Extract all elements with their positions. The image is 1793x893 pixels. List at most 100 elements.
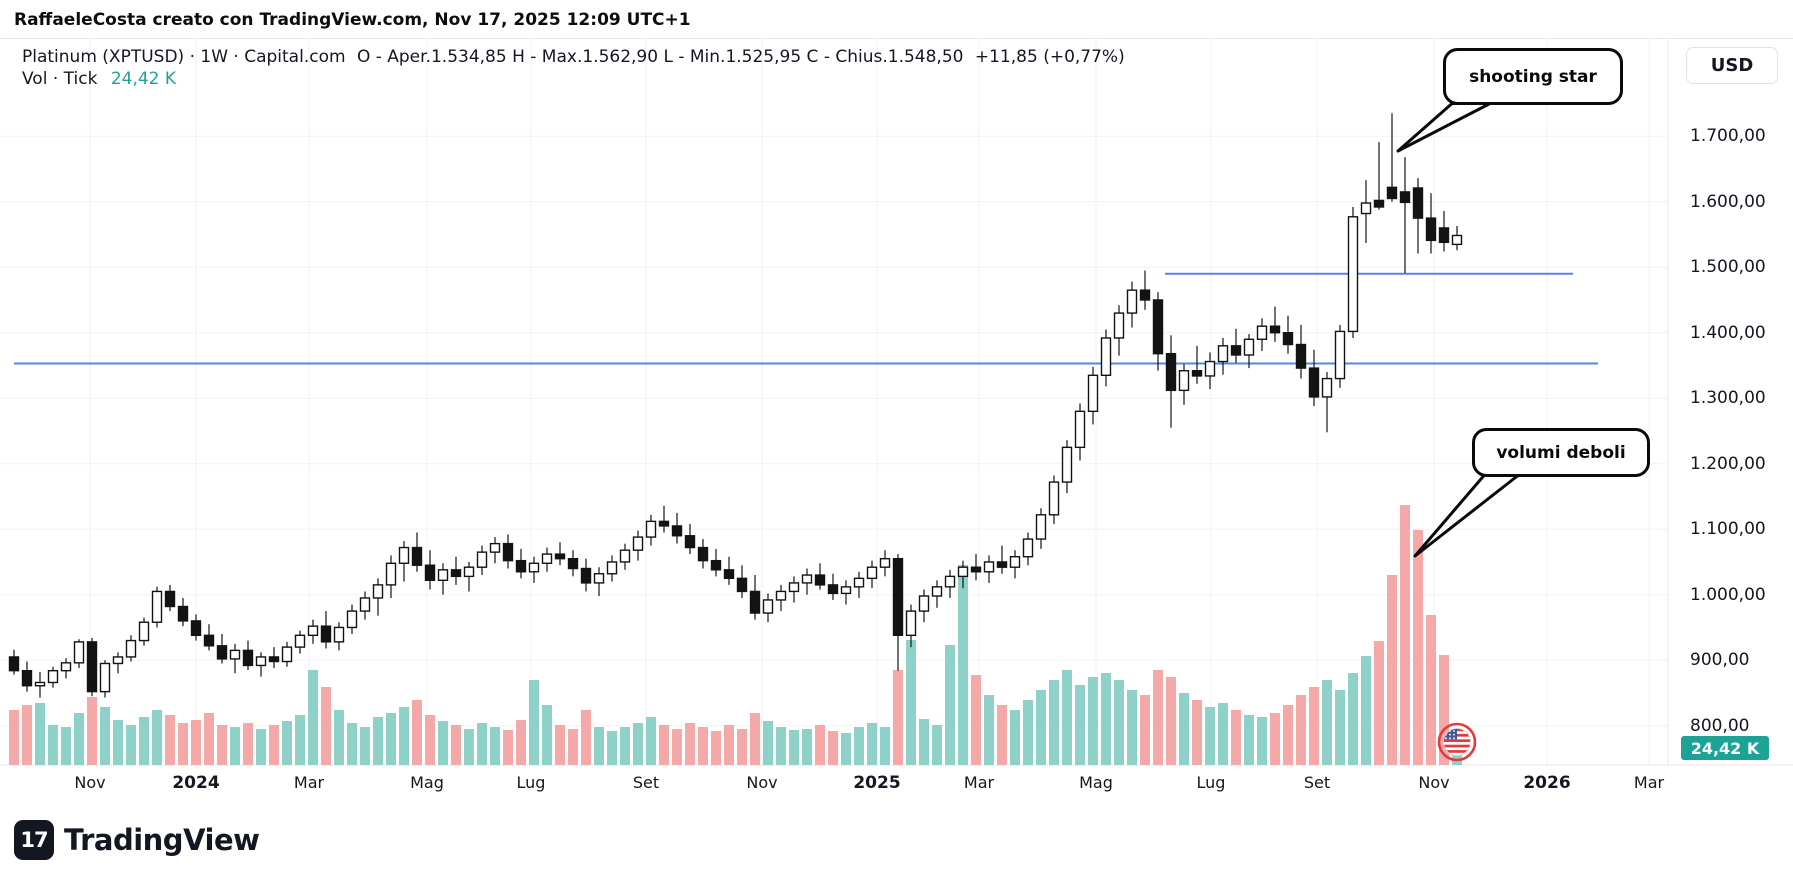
time-axis-label: Set	[632, 773, 660, 792]
currency-toggle-button[interactable]: USD	[1686, 47, 1778, 84]
annotation-shooting-star[interactable]: shooting star	[1469, 66, 1597, 87]
candle-up	[528, 562, 540, 573]
time-axis-label: Mar	[1633, 773, 1665, 792]
candle-down	[190, 620, 202, 637]
price-axis-label: 1.500,00	[1690, 257, 1766, 278]
candle-up	[1035, 514, 1047, 540]
volume-bar	[425, 715, 435, 765]
candle-up	[60, 662, 72, 672]
volume-bar	[1036, 690, 1046, 765]
candle-up	[307, 625, 319, 637]
volume-bar	[490, 727, 500, 765]
volume-bar	[1231, 710, 1241, 765]
volume-bar	[503, 730, 513, 765]
candle-down	[1373, 199, 1385, 208]
price-axis-label: 1.600,00	[1690, 191, 1766, 212]
volume-bar	[529, 680, 539, 765]
candle-down	[996, 561, 1008, 568]
chart-canvas[interactable]	[0, 38, 1793, 798]
volume-bar	[1179, 693, 1189, 765]
candle-down	[827, 584, 839, 595]
volume-label: Vol · Tick	[22, 69, 98, 89]
volume-bar	[87, 697, 97, 765]
candle-down	[1269, 325, 1281, 334]
time-axis-label: 2026	[1523, 773, 1571, 793]
candle-up	[606, 561, 618, 575]
candle-up	[762, 599, 774, 614]
volume-bar	[100, 707, 110, 765]
volume-bar	[1127, 690, 1137, 765]
candle-down	[1191, 370, 1203, 377]
candle-up	[944, 575, 956, 588]
candle-down	[723, 569, 735, 580]
volume-bar	[971, 675, 981, 765]
time-axis-label: 2025	[853, 773, 901, 793]
tradingview-logo-icon: 17	[14, 820, 54, 860]
volume-bar	[711, 731, 721, 765]
candle-up	[359, 597, 371, 612]
time-axis-label: Mag	[410, 773, 444, 792]
candle-up	[255, 656, 267, 667]
volume-bar	[672, 729, 682, 765]
annotation-shooting-star-box[interactable]	[1443, 48, 1623, 105]
symbol-title: Platinum (XPTUSD) · 1W · Capital.com	[22, 47, 346, 67]
candle-up	[463, 566, 475, 578]
volume-bar	[1192, 700, 1202, 765]
candle-down	[515, 559, 527, 573]
candle-up	[398, 546, 410, 564]
volume-bar	[685, 723, 695, 765]
volume-value: 24,42 K	[110, 69, 177, 89]
candle-up	[905, 610, 917, 637]
tradingview-brand-text: TradingView	[64, 823, 260, 857]
volume-bar	[1075, 685, 1085, 765]
volume-bar	[464, 729, 474, 765]
price-axis-label: 900,00	[1690, 650, 1750, 671]
volume-bar	[1244, 715, 1254, 765]
volume-bar	[334, 710, 344, 765]
tradingview-footer-logo[interactable]: 17 TradingView	[14, 820, 260, 860]
candle-up	[1256, 325, 1268, 340]
candle-down	[1438, 227, 1450, 244]
candle-down	[268, 656, 280, 663]
volume-bar	[1413, 530, 1423, 765]
annotation-volumi-deboli-box[interactable]	[1472, 428, 1650, 477]
candle-up	[125, 639, 137, 658]
volume-bar	[646, 717, 656, 765]
annotation-volumi-deboli[interactable]: volumi deboli	[1496, 442, 1626, 463]
time-axis-label: Nov	[1418, 773, 1450, 792]
volume-bar	[1426, 615, 1436, 765]
candle-up	[73, 641, 85, 664]
volume-legend[interactable]: Vol · Tick 24,42 K	[22, 69, 176, 89]
volume-bar	[841, 733, 851, 765]
volume-bar	[386, 713, 396, 765]
volume-bar	[763, 721, 773, 765]
annotation-shooting-star-tail	[1396, 102, 1492, 153]
volume-bar	[984, 695, 994, 765]
candle-up	[619, 549, 631, 563]
volume-bar	[594, 727, 604, 765]
volume-bar	[412, 700, 422, 765]
candle-down	[697, 546, 709, 562]
time-axis-label: Nov	[746, 773, 778, 792]
candle-down	[1165, 352, 1177, 392]
volume-bar	[555, 725, 565, 765]
candle-up	[1217, 345, 1229, 363]
us-flag-marker-icon[interactable]	[1437, 722, 1477, 762]
volume-bar	[347, 723, 357, 765]
volume-bar	[789, 730, 799, 765]
volume-bar	[880, 727, 890, 765]
volume-bar	[165, 715, 175, 765]
time-axis-label: Mar	[963, 773, 995, 792]
volume-bar	[48, 725, 58, 765]
candle-down	[320, 625, 332, 643]
volume-bar	[477, 723, 487, 765]
candle-down	[1425, 217, 1437, 242]
volume-bar	[230, 727, 240, 765]
volume-bar	[750, 713, 760, 765]
candle-up	[372, 584, 384, 599]
candle-up	[853, 577, 865, 588]
candle-down	[21, 669, 33, 687]
candle-up	[541, 553, 553, 564]
symbol-legend[interactable]: Platinum (XPTUSD) · 1W · Capital.com O -…	[22, 47, 1131, 67]
